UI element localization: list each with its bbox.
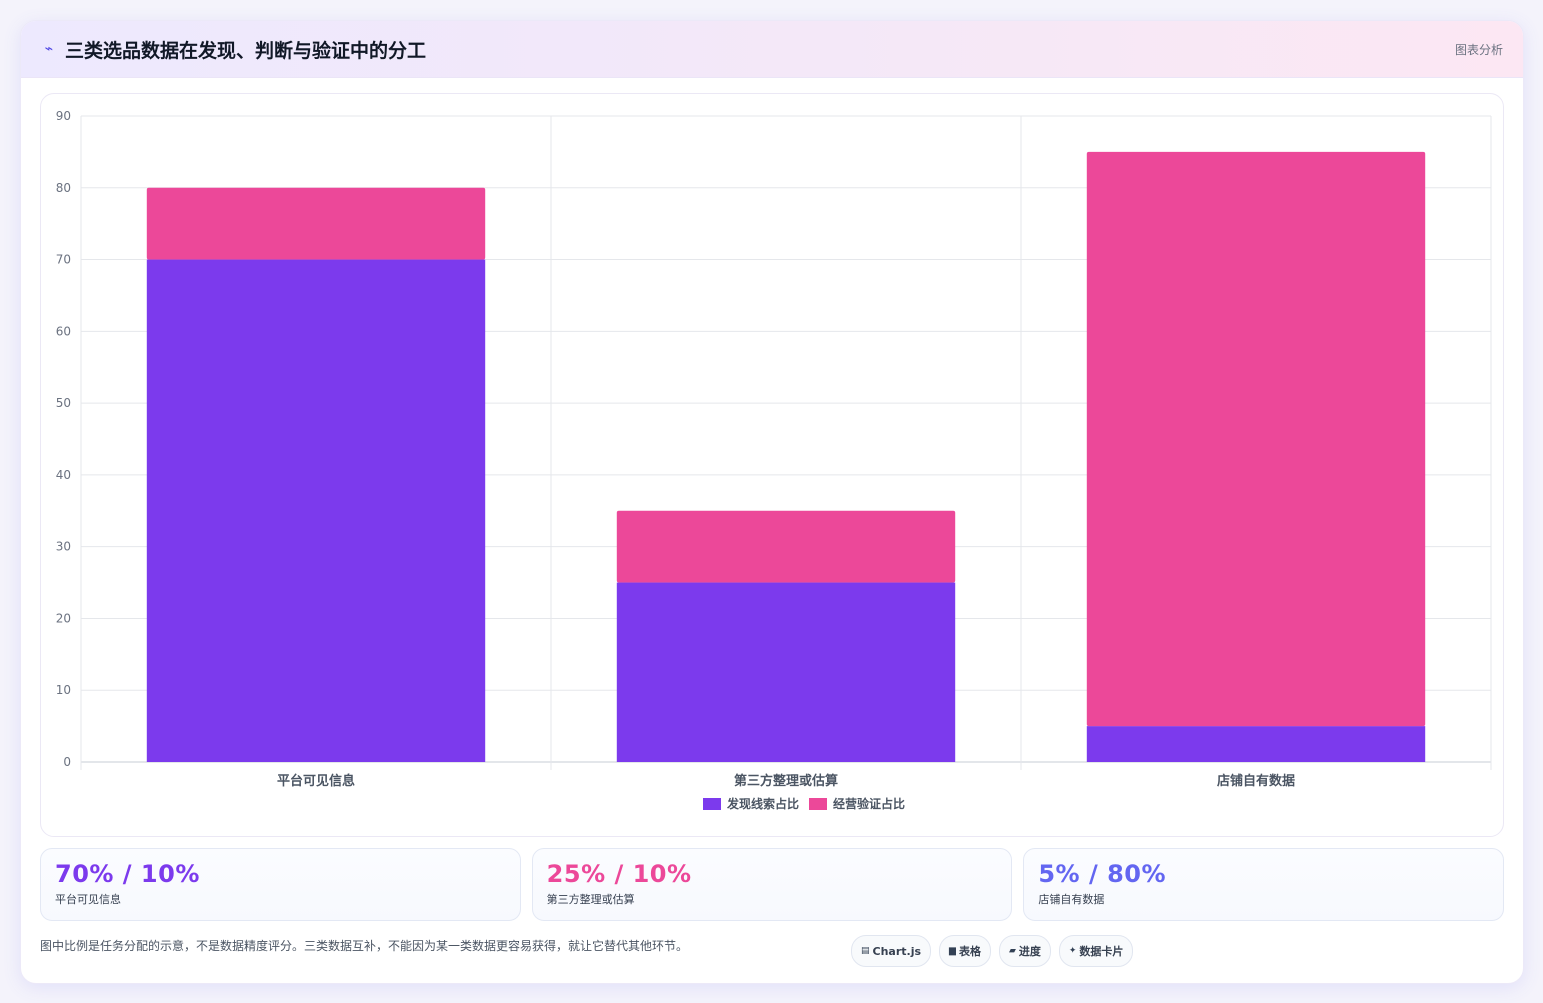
panel-header: ⌁ 三类选品数据在发现、判断与验证中的分工 图表分析 — [21, 21, 1523, 78]
legend-label: 经营验证占比 — [833, 796, 905, 811]
line-chart-icon: ⌁ — [44, 41, 54, 57]
progress-icon: ▰ — [1008, 946, 1016, 956]
y-tick-label: 40 — [56, 468, 71, 482]
y-tick-label: 10 — [56, 683, 71, 697]
stat-card-platform: 70% / 10% 平台可见信息 — [40, 848, 521, 921]
stat-value: 5% / 80% — [1038, 860, 1167, 888]
y-tick-label: 90 — [56, 109, 71, 123]
legend-label: 发现线索占比 — [726, 796, 799, 811]
page-title: 三类选品数据在发现、判断与验证中的分工 — [65, 39, 427, 62]
chip-chartjs[interactable]: ▤ Chart.js — [851, 935, 932, 967]
stat-label: 店铺自有数据 — [1038, 893, 1105, 906]
stacked-bar-chart: 0 10 20 30 40 50 60 70 80 90 平台可见信息 第三方整理或估算 店铺自有数据发… — [56, 109, 1492, 811]
chip-progress[interactable]: ▰ 进度 — [998, 935, 1051, 967]
y-tick-label: 20 — [56, 611, 71, 625]
bar-segment — [146, 187, 486, 260]
panel-footer: 图中比例是任务分配的示意，不是数据精度评分。三类数据互补，不能因为某一类数据更容… — [40, 935, 1504, 973]
chip-label: 进度 — [1018, 945, 1041, 958]
table-icon: ▆ — [949, 946, 956, 956]
stat-value: 70% / 10% — [55, 860, 200, 888]
x-tick-label: 平台可见信息 — [277, 773, 355, 789]
y-tick-label: 50 — [56, 396, 71, 410]
chart-icon: ▤ — [861, 946, 870, 956]
chart-analysis-tag: 图表分析 — [1454, 42, 1503, 57]
bar-segment — [146, 259, 486, 762]
title-wrap: ⌁ 三类选品数据在发现、判断与验证中的分工 — [41, 36, 426, 63]
y-tick-label: 70 — [56, 253, 71, 267]
stat-card-third-party: 25% / 10% 第三方整理或估算 — [531, 848, 1013, 921]
chip-label: 数据卡片 — [1079, 945, 1124, 958]
bar-segment — [616, 510, 956, 583]
tool-chips: ▤ Chart.js ▆ 表格 ▰ 进度 ✦ 数据卡片 — [851, 935, 1134, 967]
bar-segment — [1086, 726, 1426, 762]
stat-label: 平台可见信息 — [55, 893, 121, 906]
legend-swatch — [809, 798, 827, 810]
legend-swatch — [703, 798, 721, 810]
stat-cards: 70% / 10% 平台可见信息 25% / 10% 第三方整理或估算 5% /… — [40, 848, 1505, 921]
stat-label: 第三方整理或估算 — [546, 893, 635, 906]
stat-card-store: 5% / 80% 店铺自有数据 — [1023, 848, 1505, 921]
stat-value: 25% / 10% — [546, 860, 692, 888]
chip-data-card[interactable]: ✦ 数据卡片 — [1058, 935, 1134, 967]
chip-table[interactable]: ▆ 表格 — [939, 935, 991, 967]
bar-segment — [1086, 151, 1426, 727]
chart-card: 0 10 20 30 40 50 60 70 80 90 平台可见信息 第三方整理或估算 店铺自有数据发… — [40, 93, 1504, 837]
card-icon: ✦ — [1068, 946, 1077, 956]
chip-label: 表格 — [958, 945, 981, 958]
footnote: 图中比例是任务分配的示意，不是数据精度评分。三类数据互补，不能因为某一类数据更容… — [40, 939, 689, 953]
chip-label: Chart.js — [872, 944, 922, 958]
chart-panel: ⌁ 三类选品数据在发现、判断与验证中的分工 图表分析 0 10 20 30 40 50 60… — [20, 20, 1524, 984]
x-tick-label: 店铺自有数据 — [1217, 773, 1295, 789]
x-tick-label: 第三方整理或估算 — [734, 773, 838, 789]
bar-segment — [616, 582, 956, 762]
y-tick-label: 0 — [63, 755, 71, 769]
y-tick-label: 60 — [56, 324, 71, 338]
y-tick-label: 30 — [56, 540, 71, 554]
y-tick-label: 80 — [56, 181, 71, 195]
